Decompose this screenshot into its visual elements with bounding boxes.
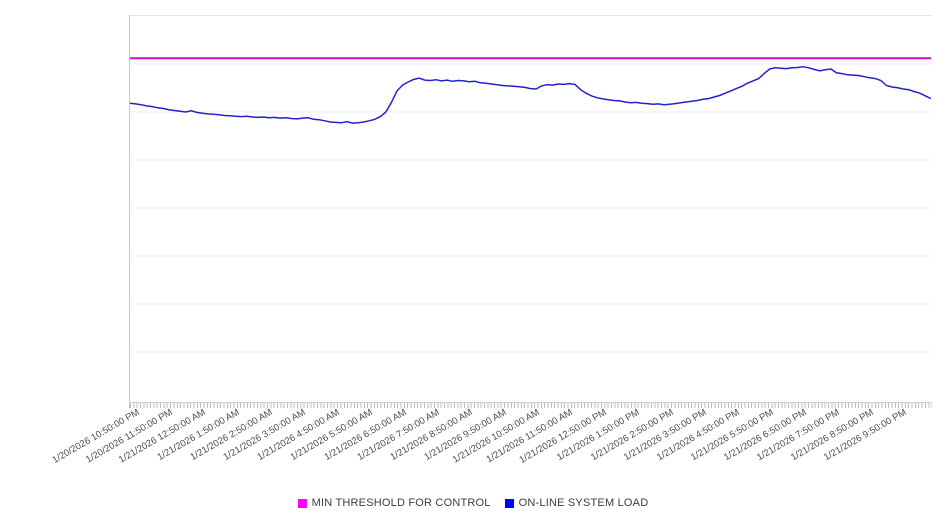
x-axis-label: 1/21/2026 5:50:00 PM xyxy=(688,407,776,464)
x-axis-label: 1/21/2026 12:50:00 AM xyxy=(117,407,208,466)
x-axis-label: 1/21/2026 4:50:00 AM xyxy=(255,407,342,464)
plot-area xyxy=(130,57,931,353)
online-system-load-line xyxy=(130,65,931,124)
x-axis-label: 1/21/2026 7:50:00 AM xyxy=(355,407,442,464)
min-threshold-swatch-icon xyxy=(297,498,307,508)
online-system-load-swatch-icon xyxy=(504,498,514,508)
x-axis-label: 1/21/2026 7:50:00 PM xyxy=(755,407,842,464)
x-axis-label: 1/21/2026 4:50:00 PM xyxy=(655,407,742,464)
x-axis-label: 1/21/2026 2:50:00 PM xyxy=(588,407,676,464)
x-axis-label: 1/21/2026 11:50:00 AM xyxy=(484,407,575,466)
plot-top-border xyxy=(129,15,932,16)
x-axis-line xyxy=(130,402,932,403)
legend-label-online-system-load: ON-LINE SYSTEM LOAD xyxy=(518,497,649,509)
x-axis-label: 1/20/2026 11:50:00 PM xyxy=(83,407,175,466)
x-axis-label: 1/20/2026 10:50:00 PM xyxy=(50,407,142,466)
legend-label-min-threshold: MIN THRESHOLD FOR CONTROL xyxy=(311,497,491,509)
x-axis-label: 1/21/2026 1:50:00 AM xyxy=(155,407,242,464)
x-axis-label: 1/21/2026 8:50:00 PM xyxy=(788,407,876,464)
x-axis-label: 1/21/2026 6:50:00 PM xyxy=(722,407,809,464)
x-axis-label: 1/21/2026 3:50:00 AM xyxy=(221,407,308,464)
legend-item-min-threshold[interactable]: MIN THRESHOLD FOR CONTROL xyxy=(297,497,491,509)
x-axis-label: 1/21/2026 10:50:00 AM xyxy=(451,407,542,466)
x-axis-label: 1/21/2026 5:50:00 AM xyxy=(288,407,375,464)
legend-item-online-system-load[interactable]: ON-LINE SYSTEM LOAD xyxy=(504,497,649,509)
x-axis-label: 1/21/2026 3:50:00 PM xyxy=(621,407,709,464)
x-axis-minor-ticks xyxy=(130,403,932,408)
x-axis-label: 1/21/2026 9:50:00 PM xyxy=(822,407,909,464)
x-axis-label: 1/21/2026 2:50:00 AM xyxy=(188,407,275,464)
x-axis-label: 1/21/2026 12:50:00 PM xyxy=(517,407,609,466)
x-axis-label: 1/21/2026 6:50:00 AM xyxy=(322,407,409,464)
x-axis-label: 1/21/2026 1:50:00 PM xyxy=(555,407,642,464)
legend: MIN THRESHOLD FOR CONTROL ON-LINE SYSTEM… xyxy=(0,497,946,509)
plot-left-border xyxy=(129,15,130,408)
x-axis-label: 1/21/2026 9:50:00 AM xyxy=(422,407,509,464)
x-axis-label: 1/21/2026 8:50:00 AM xyxy=(388,407,475,464)
